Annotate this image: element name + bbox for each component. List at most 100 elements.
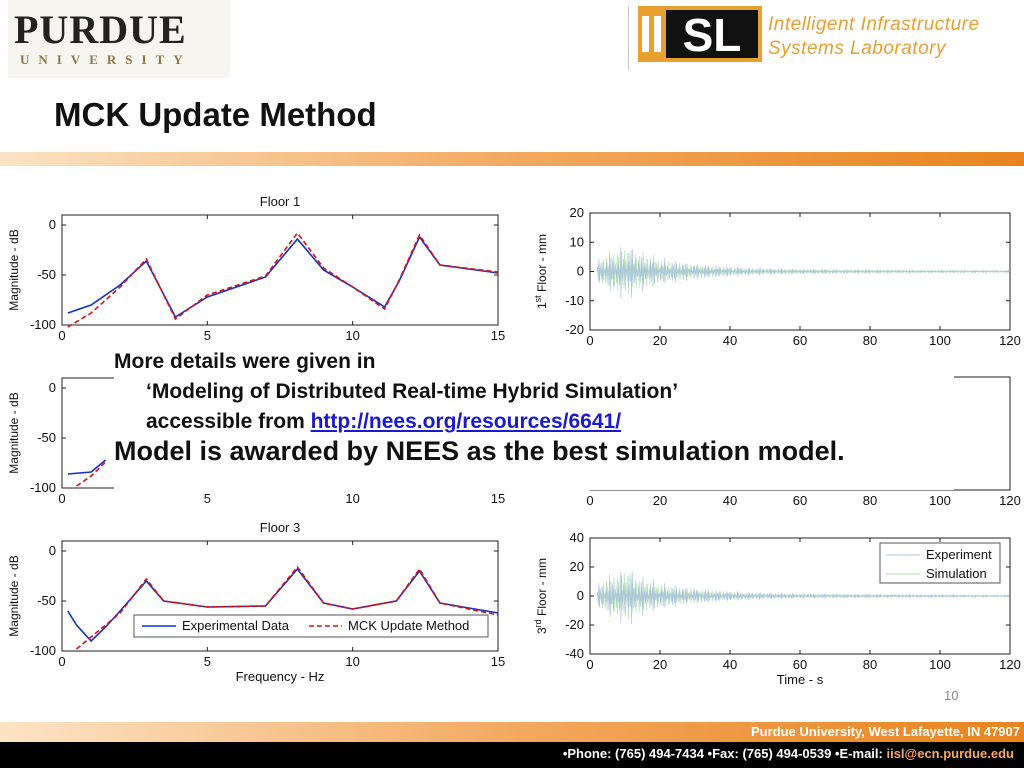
- iisl-logo-icon: SL: [638, 6, 762, 62]
- overlay-text-box: More details were given in ‘Modeling of …: [114, 348, 954, 490]
- slide-title: MCK Update Method: [54, 96, 377, 133]
- footer-contact-text: •Phone: (765) 494-7434 •Fax: (765) 494-0…: [562, 746, 887, 761]
- x-tick-label: 120: [999, 657, 1021, 672]
- y-tick-label: 10: [570, 234, 584, 249]
- y-tick-label: -20: [565, 322, 584, 337]
- overlay-line3-prefix: accessible from: [146, 410, 311, 433]
- y-tick-label: -100: [30, 317, 56, 332]
- iisl-name-line1: Intelligent Infrastructure: [768, 14, 980, 35]
- y-tick-label: 20: [570, 205, 584, 220]
- overlay-line3: accessible from http://nees.org/resource…: [146, 410, 954, 434]
- y-tick-label: 0: [577, 588, 584, 603]
- footer-address: Purdue University, West Lafayette, IN 47…: [750, 724, 1020, 739]
- y-tick-label: -50: [37, 430, 56, 445]
- y-axis-label: Magnitude - dB: [7, 392, 21, 473]
- x-tick-label: 0: [58, 328, 65, 343]
- x-tick-label: 40: [723, 493, 737, 508]
- x-tick-label: 120: [999, 333, 1021, 348]
- plot-4: [589, 212, 1011, 331]
- x-tick-label: 0: [586, 657, 593, 672]
- legend-box: [879, 542, 1001, 584]
- iisl-logo-letters: SL: [683, 9, 742, 61]
- x-tick-label: 15: [491, 328, 505, 343]
- x-tick-label: 40: [723, 657, 737, 672]
- experiment-series: [596, 247, 1010, 299]
- y-tick-label: -100: [30, 480, 56, 495]
- x-tick-label: 80: [863, 657, 877, 672]
- header-divider: [628, 6, 629, 70]
- x-tick-label: 0: [586, 493, 593, 508]
- y-tick-label: 0: [49, 543, 56, 558]
- x-tick-label: 20: [653, 493, 667, 508]
- x-tick-label: 100: [929, 493, 951, 508]
- x-tick-label: 0: [58, 654, 65, 669]
- y-tick-label: 20: [570, 559, 584, 574]
- chart-title: Floor 3: [260, 520, 300, 535]
- title-accent-band: [0, 152, 1024, 166]
- iisl-name-line2: Systems Laboratory: [768, 38, 946, 59]
- footer-email-link[interactable]: iisl@ecn.purdue.edu: [886, 746, 1014, 761]
- x-tick-label: 80: [863, 493, 877, 508]
- x-tick-label: 15: [491, 491, 505, 506]
- mck-update-series: [67, 231, 499, 328]
- overlay-line4: Model is awarded by NEES as the best sim…: [114, 436, 845, 466]
- plot-3: [61, 540, 499, 652]
- plot-frame: [61, 214, 499, 326]
- y-tick-label: -50: [37, 593, 56, 608]
- plot-6: [589, 537, 1011, 655]
- y-axis-label: Magnitude - dB: [7, 229, 21, 310]
- x-tick-label: 15: [491, 654, 505, 669]
- x-tick-label: 100: [929, 657, 951, 672]
- y-tick-label: -100: [30, 643, 56, 658]
- x-tick-label: 0: [586, 333, 593, 348]
- page-number: 10: [944, 688, 959, 703]
- x-axis-label: Time - s: [777, 672, 824, 687]
- purdue-university-text: UNIVERSITY: [20, 52, 192, 67]
- x-tick-label: 120: [999, 493, 1021, 508]
- x-tick-label: 10: [345, 491, 359, 506]
- y-tick-label: -50: [37, 267, 56, 282]
- y-tick-label: -10: [565, 293, 584, 308]
- overlay-line1: More details were given in: [114, 350, 376, 373]
- x-tick-label: 5: [204, 328, 211, 343]
- legend-label-experimental: Experimental Data: [182, 618, 290, 633]
- x-axis-label: Frequency - Hz: [236, 669, 325, 684]
- x-tick-label: 40: [723, 333, 737, 348]
- resource-link[interactable]: http://nees.org/resources/6641/: [310, 410, 622, 433]
- legend-label-simulation: Simulation: [926, 566, 987, 581]
- experimental-data-series: [67, 459, 107, 475]
- footer-black-band: [0, 742, 1024, 768]
- footer-contact: •Phone: (765) 494-7434 •Fax: (765) 494-0…: [563, 746, 1014, 761]
- legend-label-experiment: Experiment: [926, 547, 992, 562]
- x-tick-label: 0: [58, 491, 65, 506]
- x-tick-label: 20: [653, 657, 667, 672]
- x-tick-label: 5: [204, 491, 211, 506]
- x-tick-label: 20: [653, 333, 667, 348]
- x-tick-label: 80: [863, 333, 877, 348]
- mck-update-series: [76, 461, 107, 487]
- x-tick-label: 10: [345, 654, 359, 669]
- x-tick-label: 10: [345, 328, 359, 343]
- purdue-wordmark: PURDUE: [14, 7, 187, 52]
- overlay-line2: ‘Modeling of Distributed Real-time Hybri…: [146, 380, 679, 403]
- y-axis-label: Magnitude - dB: [7, 555, 21, 636]
- x-tick-label: 60: [793, 493, 807, 508]
- x-tick-label: 100: [929, 333, 951, 348]
- y-tick-label: 0: [49, 380, 56, 395]
- y-tick-label: 0: [577, 264, 584, 279]
- y-tick-label: 40: [570, 530, 584, 545]
- plot-1: [61, 214, 499, 328]
- purdue-logo: [8, 0, 230, 78]
- experiment-series: [596, 571, 1010, 624]
- y-tick-label: 0: [49, 217, 56, 232]
- x-tick-label: 5: [204, 654, 211, 669]
- y-axis-label: 1st Floor - mm: [533, 234, 549, 309]
- x-tick-label: 60: [793, 657, 807, 672]
- footer-orange-band: [0, 722, 1024, 742]
- y-axis-label: 3rd Floor - mm: [533, 558, 549, 634]
- y-tick-label: -20: [565, 617, 584, 632]
- y-tick-label: -40: [565, 646, 584, 661]
- chart-title: Floor 1: [260, 194, 300, 209]
- legend-label-mck: MCK Update Method: [348, 618, 469, 633]
- x-tick-label: 60: [793, 333, 807, 348]
